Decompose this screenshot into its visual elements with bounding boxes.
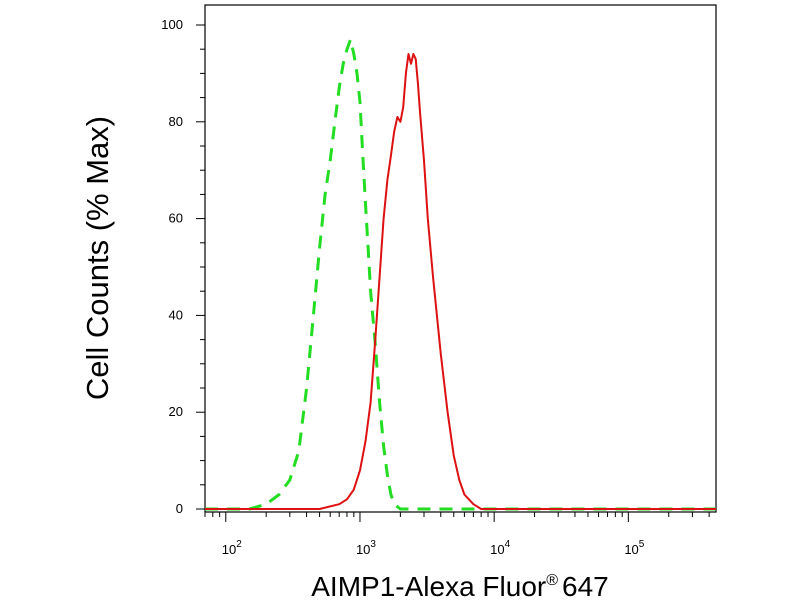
plot-frame [204,4,717,513]
x-tick-exponent: 2 [236,539,242,550]
x-tick-exponent: 4 [505,539,511,550]
y-tick-label: 60 [169,211,183,226]
x-tick-label: 103 [356,539,376,557]
series-layer [205,38,716,511]
x-tick-base: 10 [490,542,504,557]
y-axis: 0 20 40 60 80 100 [161,17,205,516]
x-tick-exponent: 5 [639,539,645,550]
series-line-2 [205,53,716,510]
x-tick-base: 10 [624,542,638,557]
x-tick-exponent: 3 [370,539,376,550]
y-tick-label: 100 [161,17,183,32]
y-tick-label: 20 [169,404,183,419]
y-tick-label: 40 [169,307,183,322]
y-tick-label: 80 [169,114,183,129]
y-tick-label: 0 [176,501,183,516]
x-axis: 102 103 104 105 [204,512,710,557]
x-axis-title-suffix: 647 [562,571,609,600]
x-axis-title-superscript: ® [546,572,558,589]
series-line-1 [205,38,716,511]
x-axis-title-main: AIMP1-Alexa Fluor [311,571,546,600]
x-axis-title: AIMP1-Alexa Fluor® 647 [311,571,608,600]
x-tick-label: 105 [624,539,644,557]
x-tick-label: 104 [490,539,510,557]
y-axis-title: Cell Counts (% Max) [80,116,115,400]
x-tick-base: 10 [222,542,236,557]
x-tick-base: 10 [356,542,370,557]
x-tick-label: 102 [222,539,242,557]
